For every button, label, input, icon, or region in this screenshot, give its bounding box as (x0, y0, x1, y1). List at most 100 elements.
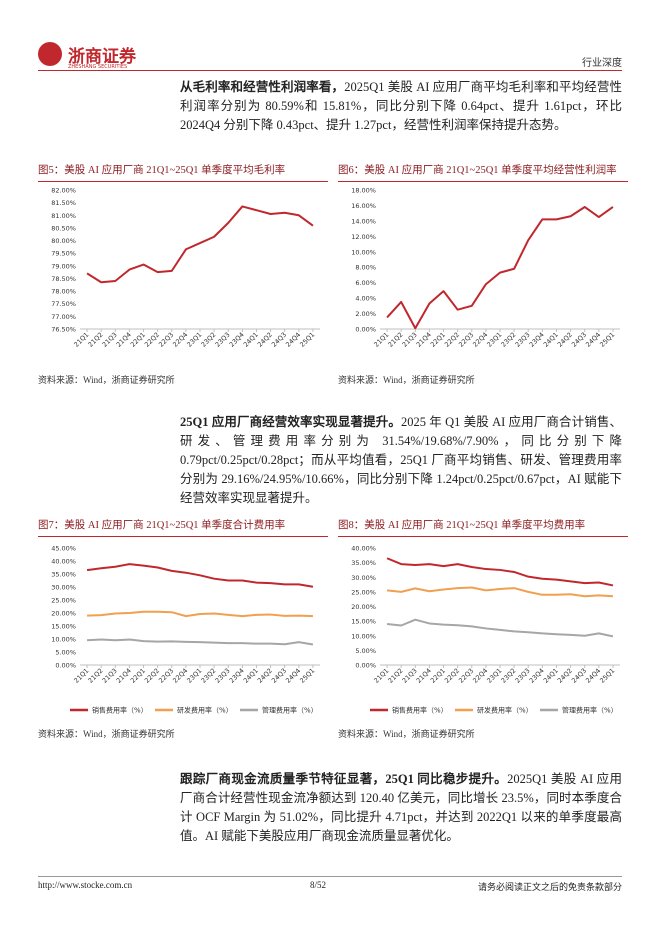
x-tick-label: 23Q3 (514, 667, 532, 685)
y-tick-label: 6.00% (355, 279, 376, 287)
y-tick-label: 77.50% (51, 300, 76, 308)
x-tick-label: 23Q4 (228, 667, 246, 685)
x-tick-label: 24Q2 (256, 667, 274, 685)
paragraph: 从毛利率和经营性利润率看，2025Q1 美股 AI 应用厂商平均毛利率和平均经营… (180, 78, 622, 135)
y-tick-label: 25.00% (51, 597, 76, 605)
x-tick-label: 24Q1 (242, 667, 260, 685)
x-tick-label: 21Q4 (115, 331, 133, 349)
x-tick-label: 24Q4 (584, 331, 602, 349)
y-tick-label: 25.00% (351, 588, 376, 596)
x-tick-label: 22Q1 (429, 331, 447, 349)
footer-disclaimer: 请务必阅读正文之后的免责条款部分 (477, 882, 622, 892)
y-tick-label: 77.00% (51, 313, 76, 321)
x-tick-label: 21Q2 (387, 667, 405, 685)
y-tick-label: 18.00% (351, 187, 376, 195)
x-tick-label: 23Q1 (485, 331, 503, 349)
x-tick-label: 22Q2 (443, 667, 461, 685)
x-tick-label: 23Q2 (199, 331, 217, 349)
x-tick-label: 24Q3 (270, 667, 288, 685)
y-tick-label: 15.00% (351, 618, 376, 626)
section-label: 行业深度 (582, 58, 622, 69)
y-tick-label: 78.00% (51, 288, 76, 296)
y-tick-label: 45.00% (51, 545, 76, 553)
legend-label: 研发费用率（%） (477, 706, 533, 715)
paragraph-body: 2025Q1 美股 AI 应用厂商平均毛利率和平均经营性利润率分别为 80.59… (180, 80, 622, 132)
figure-source: 资料来源：Wind，浙商证券研究所 (38, 729, 175, 739)
figure-source: 资料来源：Wind，浙商证券研究所 (338, 375, 475, 385)
legend-label: 研发费用率（%） (177, 706, 233, 715)
footer-rule (38, 876, 622, 877)
logo-name: 浙商证券 (68, 47, 136, 67)
y-tick-label: 20.00% (351, 603, 376, 611)
x-tick-label: 24Q3 (570, 331, 588, 349)
figure-caption: 图7：美股 AI 应用厂商 21Q1~25Q1 单季度合计费用率 (38, 515, 328, 537)
x-tick-label: 22Q2 (143, 331, 161, 349)
paragraph: 跟踪厂商现金流质量季节特征显著，25Q1 同比稳步提升。2025Q1 美股 AI… (180, 770, 622, 846)
x-tick-label: 23Q1 (185, 667, 203, 685)
y-tick-label: 8.00% (355, 264, 376, 272)
legend-label: 销售费用率（%） (392, 706, 448, 715)
x-tick-label: 24Q2 (556, 331, 574, 349)
x-tick-label: 24Q4 (284, 331, 302, 349)
x-tick-label: 25Q1 (598, 667, 616, 685)
line-series (386, 618, 614, 638)
logo-sub: ZHESHANG SECURITIES (68, 64, 128, 70)
x-tick-label: 23Q4 (228, 331, 246, 349)
y-tick-label: 2.00% (355, 310, 376, 318)
x-tick-label: 24Q3 (570, 667, 588, 685)
paragraph: 25Q1 应用厂商经营效率实现显著提升。2025 年 Q1 美股 AI 应用厂商… (180, 413, 622, 508)
y-tick-label: 0.00% (55, 662, 76, 670)
line-series (86, 563, 314, 588)
y-tick-label: 35.00% (351, 559, 376, 567)
figure-caption: 图8：美股 AI 应用厂商 21Q1~25Q1 单季度平均费用率 (338, 515, 628, 537)
y-tick-label: 81.50% (51, 199, 76, 207)
x-tick-label: 22Q2 (143, 667, 161, 685)
x-tick-label: 21Q2 (87, 667, 105, 685)
x-tick-label: 23Q4 (528, 331, 546, 349)
x-tick-label: 23Q2 (499, 331, 517, 349)
x-tick-label: 22Q2 (443, 331, 461, 349)
x-tick-label: 24Q1 (542, 331, 560, 349)
paragraph-lead: 跟踪厂商现金流质量季节特征显著，25Q1 同比稳步提升。 (180, 772, 508, 786)
x-tick-label: 25Q1 (298, 667, 316, 685)
x-tick-label: 21Q2 (87, 331, 105, 349)
x-tick-label: 24Q2 (556, 667, 574, 685)
x-tick-label: 24Q1 (242, 331, 260, 349)
y-tick-label: 80.00% (51, 237, 76, 245)
y-tick-label: 4.00% (355, 295, 376, 303)
x-tick-label: 23Q1 (185, 331, 203, 349)
x-tick-label: 24Q4 (284, 667, 302, 685)
x-tick-label: 25Q1 (298, 331, 316, 349)
legend-label: 销售费用率（%） (92, 706, 148, 715)
x-tick-label: 24Q2 (256, 331, 274, 349)
line-series (386, 557, 614, 587)
y-tick-label: 10.00% (51, 636, 76, 644)
y-tick-label: 82.00% (51, 187, 76, 195)
paragraph-body: 2025 年 Q1 美股 AI 应用厂商合计销售、研发、管理费用率分别为 31.… (180, 415, 622, 505)
x-tick-label: 23Q1 (485, 667, 503, 685)
paragraph-body: 2025Q1 美股 AI 应用厂商合计经营性现金流净额达到 120.40 亿美元… (180, 772, 622, 843)
x-tick-label: 21Q3 (101, 667, 119, 685)
x-tick-label: 22Q4 (471, 331, 489, 349)
legend-label: 管理费用率（%） (262, 706, 318, 715)
x-tick-label: 22Q1 (129, 331, 147, 349)
x-tick-label: 23Q3 (214, 331, 232, 349)
page-number: 8/52 (310, 880, 327, 890)
x-tick-label: 23Q2 (199, 667, 217, 685)
x-tick-label: 22Q4 (171, 667, 189, 685)
y-tick-label: 76.50% (51, 326, 76, 334)
y-tick-label: 79.50% (51, 250, 76, 258)
line-series (87, 610, 313, 618)
y-tick-label: 79.00% (51, 262, 76, 270)
y-tick-label: 5.00% (55, 649, 76, 657)
x-tick-label: 21Q3 (401, 667, 419, 685)
y-tick-label: 78.50% (51, 275, 76, 283)
logo-icon (38, 42, 62, 66)
x-tick-label: 22Q4 (171, 331, 189, 349)
line-series (386, 205, 614, 330)
footer-url: http://www.stocke.com.cn (38, 880, 133, 890)
x-tick-label: 22Q3 (157, 667, 175, 685)
y-tick-label: 30.00% (51, 584, 76, 592)
chart: 0.00% 5.00% 10.00% 15.00% 20.00% 25.00% 30.00%… (351, 545, 620, 715)
chart: 0.00% 2.00% 4.00% 6.00% 8.00% 10.00% 12.00% 14.… (351, 187, 620, 349)
